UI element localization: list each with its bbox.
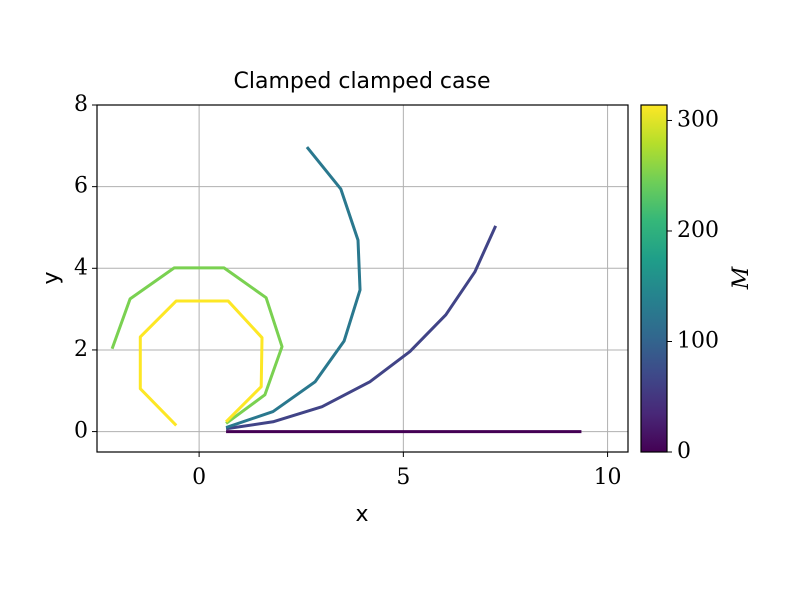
- x-tick-label: 0: [192, 465, 206, 490]
- x-tick-label: 10: [594, 465, 622, 490]
- data-line: [110, 266, 284, 425]
- chart-title: Clamped clamped case: [234, 69, 491, 94]
- plot-frame: [96, 104, 629, 453]
- data-line: [225, 225, 498, 431]
- colorbar: [640, 104, 668, 453]
- y-tick-label: 0: [74, 419, 88, 444]
- colorbar-tick-label: 100: [677, 328, 719, 353]
- colorbar-tick-label: 0: [677, 439, 691, 464]
- y-tick-label: 2: [74, 337, 88, 362]
- y-tick-label: 4: [74, 255, 88, 280]
- x-tick-label: 5: [396, 465, 410, 490]
- colorbar-tick-label: 300: [677, 107, 719, 132]
- colorbar-tick-label: 200: [677, 218, 719, 243]
- y-tick-label: 6: [74, 174, 88, 199]
- data-line: [138, 299, 264, 427]
- colorbar-label: M: [729, 266, 754, 290]
- data-line: [225, 146, 362, 429]
- y-tick-label: 8: [74, 92, 88, 117]
- x-axis-label: x: [355, 502, 368, 527]
- y-axis-label: y: [39, 271, 64, 284]
